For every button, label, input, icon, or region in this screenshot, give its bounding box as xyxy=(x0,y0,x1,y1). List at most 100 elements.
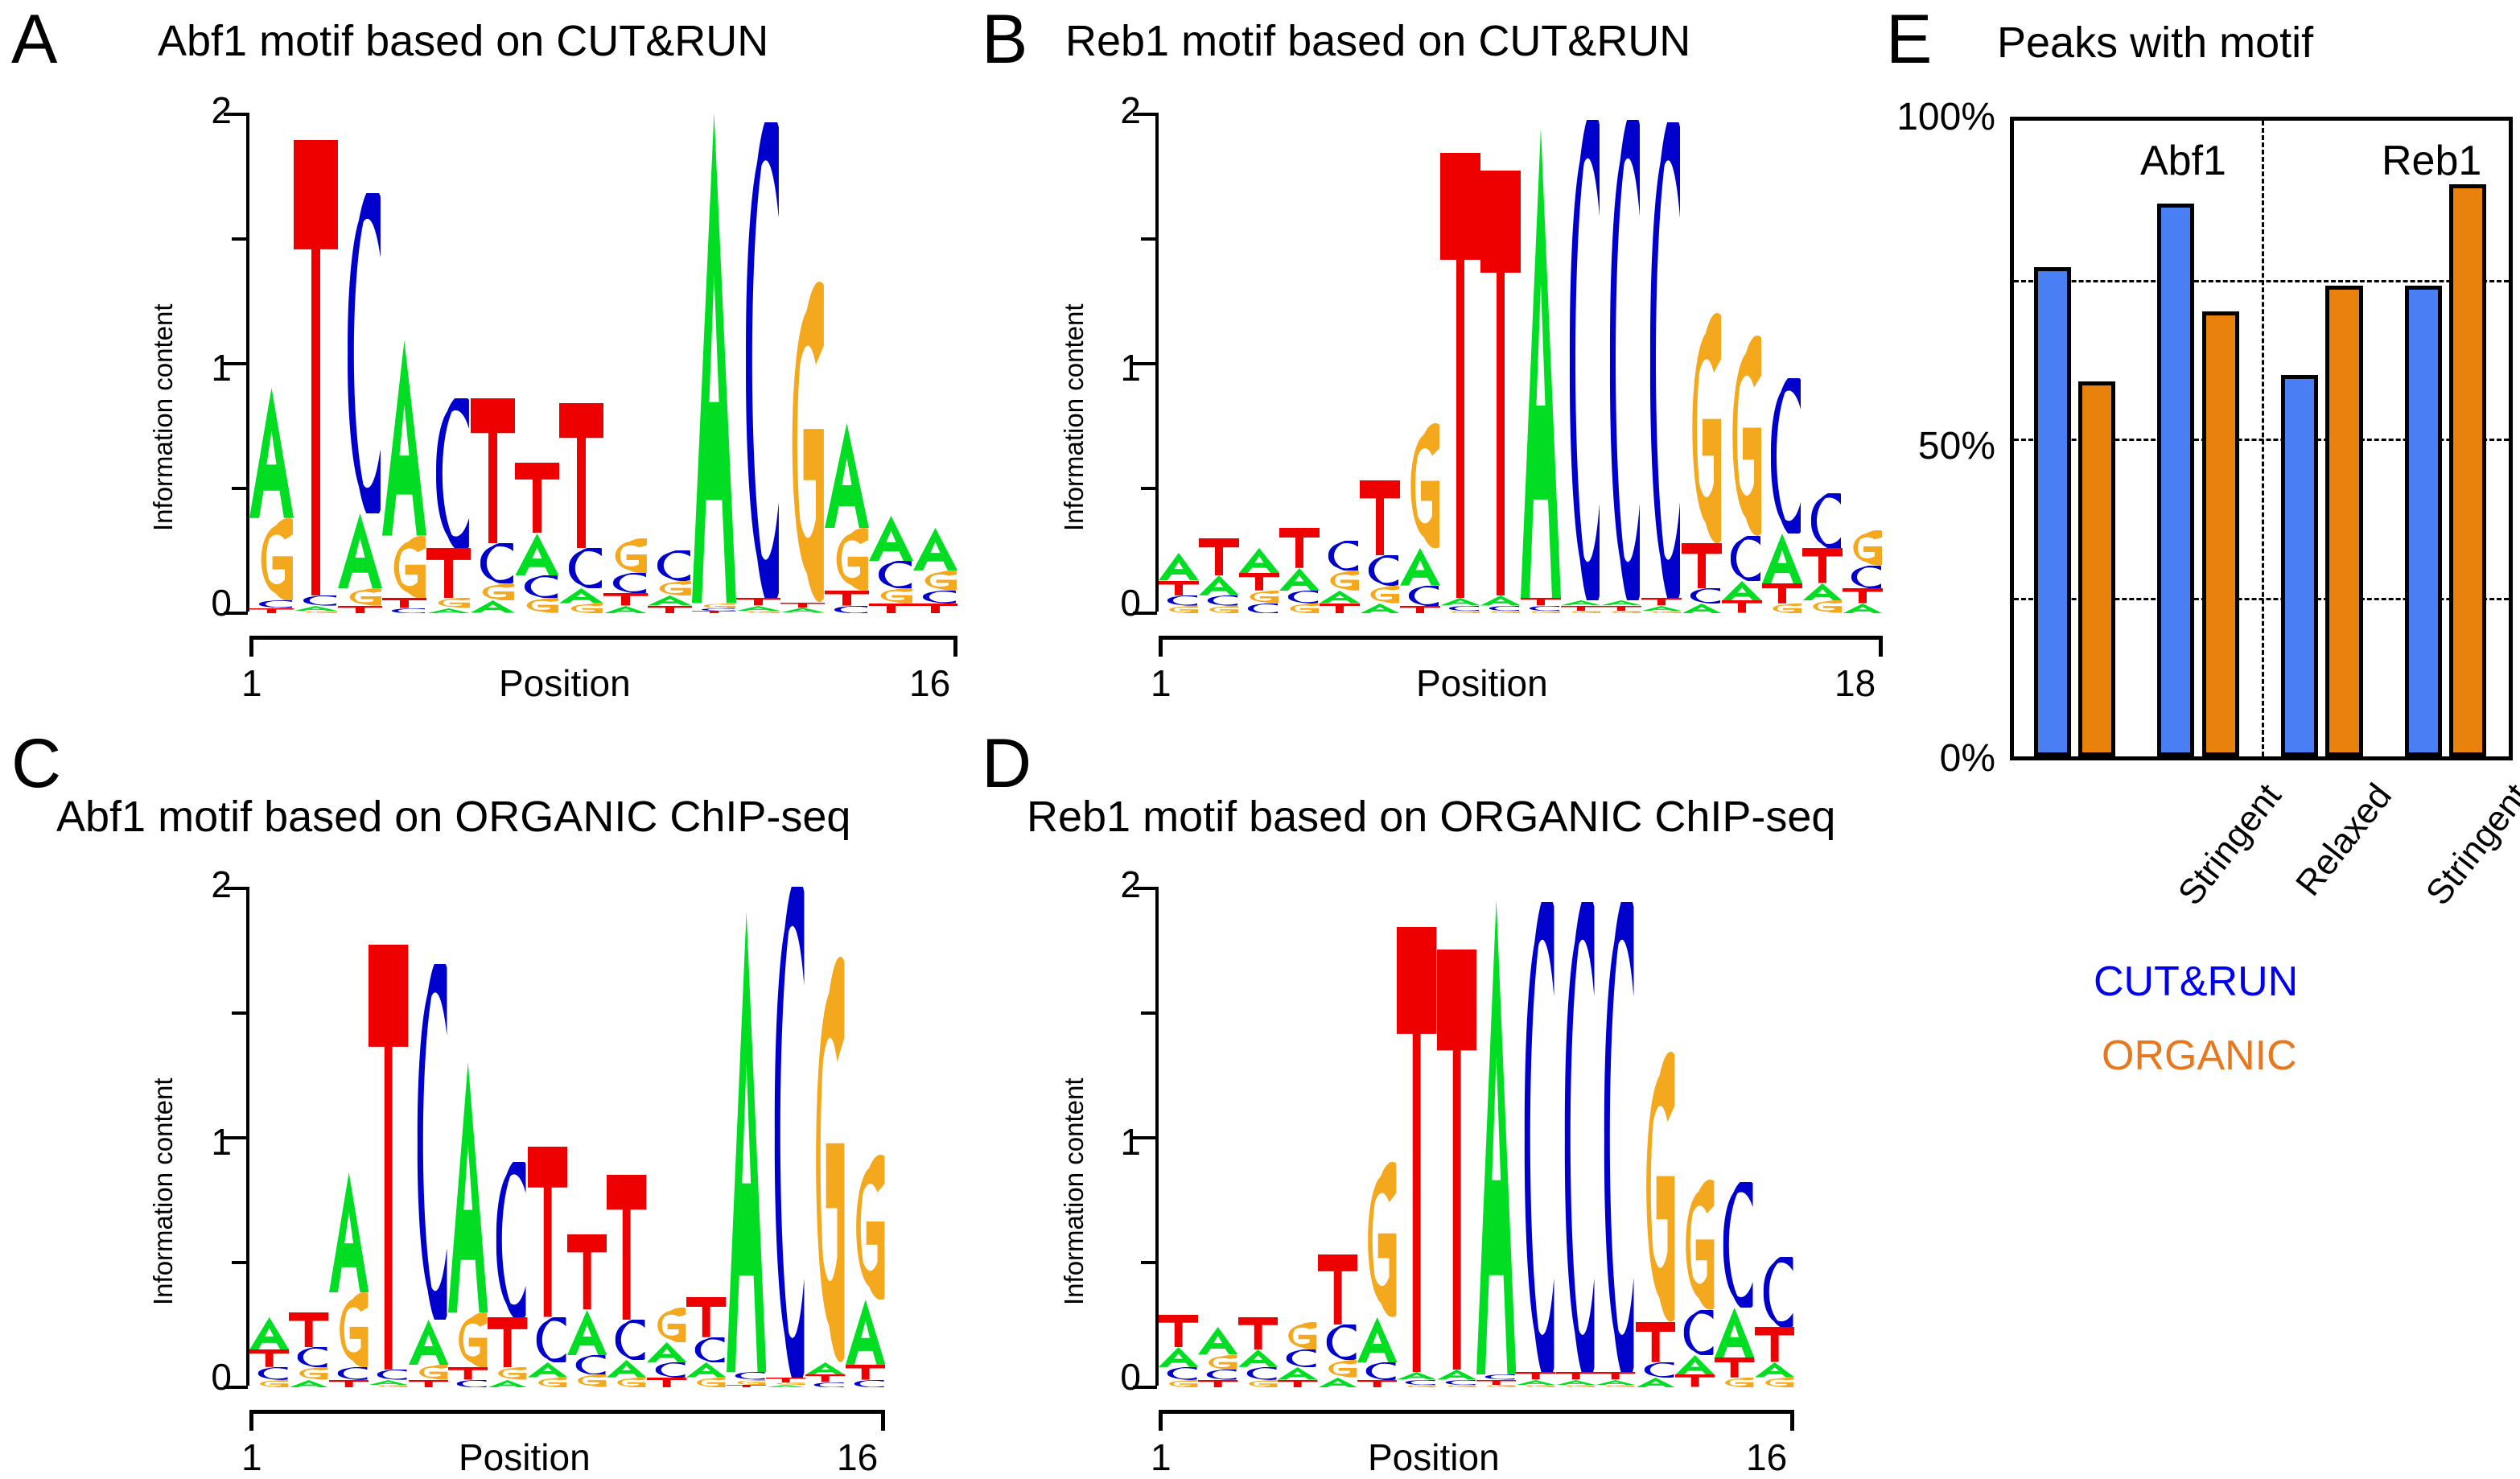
logo-letter-G xyxy=(913,571,957,591)
logo-letter-T xyxy=(825,591,869,606)
logo-letter-A xyxy=(559,587,603,604)
panel-b-ytick-0: 0 xyxy=(1120,582,1141,624)
panel-c-xaxis-cap-right xyxy=(881,1410,885,1431)
logo-letter-G xyxy=(825,528,869,591)
logo-letter-C xyxy=(1521,605,1561,611)
logo-letter-T xyxy=(1397,926,1437,1373)
logo-letter-T xyxy=(1596,1372,1636,1380)
logo-letter-G xyxy=(1556,1384,1596,1387)
logo-position-13 xyxy=(780,113,825,613)
logo-letter-A xyxy=(328,1172,369,1292)
logo-letter-T xyxy=(1440,152,1480,599)
logo-letter-G xyxy=(603,538,648,574)
panel-a-ytick-2: 2 xyxy=(211,89,232,131)
logo-letter-A xyxy=(447,1061,488,1312)
panel-a-yaxis xyxy=(246,113,249,612)
panel-d-logo-area xyxy=(1159,887,1794,1387)
logo-letter-T xyxy=(559,402,603,549)
logo-position-13 xyxy=(1641,113,1682,613)
logo-position-3 xyxy=(328,887,369,1387)
panel-c-yaxis xyxy=(246,887,249,1386)
panel-a-tick-1-5 xyxy=(232,237,248,241)
panel-b-title: Reb1 motif based on CUT&RUN xyxy=(1065,17,1691,65)
logo-position-10 xyxy=(1516,887,1556,1387)
logo-position-11 xyxy=(692,113,736,613)
logo-letter-G xyxy=(692,603,736,608)
panel-a-ytick-0: 0 xyxy=(211,582,232,624)
logo-letter-G xyxy=(1397,1384,1436,1387)
logo-letter-T xyxy=(567,1234,607,1310)
logo-letter-T xyxy=(805,1374,846,1382)
panel-c-xtick-first: 1 xyxy=(241,1436,262,1478)
logo-letter-T xyxy=(447,1367,488,1380)
logo-letter-G xyxy=(1596,1384,1635,1387)
logo-letter-T xyxy=(686,1297,727,1337)
logo-letter-C xyxy=(528,1316,567,1362)
logo-letter-C xyxy=(1360,555,1400,586)
logo-letter-T xyxy=(1159,1314,1199,1348)
logo-letter-C xyxy=(1400,585,1440,606)
logo-position-15 xyxy=(1715,887,1755,1387)
logo-letter-A xyxy=(1317,1377,1357,1387)
panel-e-ytick-0: 0% xyxy=(1939,737,1995,780)
logo-letter-G xyxy=(1516,1384,1555,1387)
logo-letter-G xyxy=(1480,610,1521,613)
logo-letter-A xyxy=(913,528,957,571)
panel-e-xlabel-1: Relaxed xyxy=(2288,777,2400,904)
logo-position-2 xyxy=(1198,887,1238,1387)
logo-letter-C xyxy=(382,608,426,613)
logo-letter-A xyxy=(1320,591,1360,604)
logo-position-1 xyxy=(249,113,294,613)
logo-letter-G xyxy=(294,610,338,613)
logo-letter-G xyxy=(1843,530,1883,566)
logo-letter-G xyxy=(1320,571,1360,591)
logo-letter-C xyxy=(448,1379,488,1387)
logo-position-9 xyxy=(1480,113,1521,613)
logo-letter-A xyxy=(1641,605,1682,611)
logo-position-6 xyxy=(1360,113,1400,613)
panel-a-tick-2 xyxy=(224,113,248,116)
logo-letter-A xyxy=(471,600,515,613)
panel-b: B Reb1 motif based on CUT&RUN Informatio… xyxy=(966,0,1915,724)
panel-d: D Reb1 motif based on ORGANIC ChIP-seq I… xyxy=(966,724,1915,1478)
logo-letter-C xyxy=(1641,122,1682,599)
logo-letter-G xyxy=(1238,1379,1278,1387)
panel-c-tick-0 xyxy=(224,1386,248,1389)
logo-letter-T xyxy=(1400,605,1440,613)
logo-letter-G xyxy=(1715,1377,1754,1387)
logo-position-5 xyxy=(426,113,471,613)
logo-letter-G xyxy=(382,535,426,599)
logo-position-17 xyxy=(1802,113,1843,613)
logo-position-15 xyxy=(1722,113,1762,613)
panel-e-group-label-abf1: Abf1 xyxy=(2140,138,2226,184)
logo-letter-C xyxy=(567,1354,607,1375)
logo-letter-A xyxy=(1278,1367,1318,1380)
panel-c-xaxis-cap-left xyxy=(249,1410,253,1431)
logo-letter-T xyxy=(845,1365,885,1380)
logo-letter-C xyxy=(1318,1325,1357,1360)
logo-letter-T xyxy=(607,1174,647,1320)
logo-letter-T xyxy=(1317,1254,1357,1325)
logo-position-16 xyxy=(845,887,885,1387)
panel-d-ylabel: Information content xyxy=(1059,1077,1089,1306)
logo-letter-C xyxy=(1238,1367,1278,1380)
panel-b-tick-1-5 xyxy=(1141,237,1157,241)
logo-letter-A xyxy=(1555,1379,1596,1385)
logo-position-1 xyxy=(249,887,290,1387)
logo-letter-G xyxy=(567,1374,607,1387)
logo-letter-C xyxy=(294,595,338,606)
logo-letter-T xyxy=(603,593,648,606)
logo-letter-T xyxy=(289,1312,329,1348)
logo-letter-T xyxy=(1722,600,1762,613)
logo-letter-A xyxy=(289,1379,329,1387)
logo-letter-G xyxy=(846,1154,885,1300)
logo-position-4 xyxy=(1278,887,1318,1387)
panel-b-xaxis-cap-left xyxy=(1159,636,1163,657)
logo-letter-A xyxy=(488,1379,528,1387)
panel-c-xtick-last: 16 xyxy=(837,1436,879,1478)
logo-letter-G xyxy=(805,957,845,1362)
logo-letter-A xyxy=(1601,600,1641,606)
panel-e-ytick-50: 50% xyxy=(1917,425,1995,468)
panel-a-letter: A xyxy=(11,1,58,78)
logo-letter-A xyxy=(1198,1327,1238,1355)
